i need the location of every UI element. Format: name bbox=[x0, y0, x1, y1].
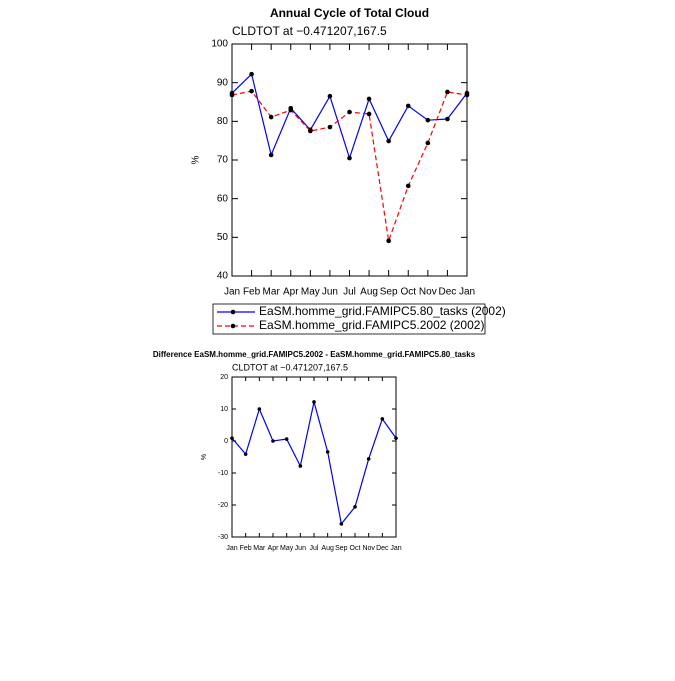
data-marker bbox=[405, 183, 411, 189]
data-marker bbox=[268, 152, 274, 158]
x-tick-label: Jul bbox=[310, 545, 319, 552]
x-tick-label: Dec bbox=[439, 287, 457, 298]
y-tick-label: -30 bbox=[218, 534, 228, 541]
x-tick-label: Nov bbox=[362, 545, 375, 552]
data-marker bbox=[445, 116, 450, 122]
y-tick-label: -10 bbox=[218, 470, 228, 477]
chart-subtitle: CLDTOT at −0.471207,167.5 bbox=[232, 24, 387, 38]
x-tick-label: Aug bbox=[321, 545, 334, 552]
y-tick-label: 40 bbox=[217, 271, 229, 282]
data-marker bbox=[327, 93, 333, 99]
data-marker bbox=[327, 124, 333, 130]
y-tick-label: 100 bbox=[211, 39, 228, 50]
x-tick-label: Jun bbox=[295, 545, 306, 552]
data-marker bbox=[298, 464, 303, 468]
x-tick-label: May bbox=[301, 287, 320, 298]
data-marker bbox=[386, 138, 391, 144]
plot-frame bbox=[231, 376, 397, 538]
data-marker bbox=[308, 128, 313, 134]
data-marker bbox=[425, 117, 431, 123]
x-tick-label: Apr bbox=[268, 545, 280, 552]
plot-frame bbox=[231, 43, 468, 277]
legend-label: EaSM.homme_grid.FAMIPC5.80_tasks (2002) bbox=[259, 304, 506, 318]
data-line bbox=[231, 72, 468, 161]
x-tick-label: May bbox=[280, 545, 294, 552]
data-marker bbox=[353, 505, 357, 509]
y-tick-label: 0 bbox=[224, 438, 228, 445]
chart-title: Difference EaSM.homme_grid.FAMIPC5.2002 … bbox=[153, 350, 476, 359]
y-tick-label: 50 bbox=[217, 232, 229, 243]
data-marker bbox=[249, 88, 254, 94]
data-marker bbox=[386, 238, 391, 244]
data-marker bbox=[380, 417, 385, 421]
y-tick-label: 60 bbox=[217, 193, 229, 204]
x-tick-label: Dec bbox=[376, 545, 389, 552]
data-marker bbox=[257, 407, 262, 411]
x-tick-label: Oct bbox=[350, 545, 361, 552]
x-tick-label: Oct bbox=[400, 287, 416, 298]
legend-marker bbox=[230, 309, 236, 315]
x-tick-label: Mar bbox=[253, 545, 266, 552]
data-marker bbox=[347, 155, 352, 161]
x-tick-label: Feb bbox=[240, 545, 252, 552]
x-tick-label: Jan bbox=[226, 545, 237, 552]
y-tick-label: 20 bbox=[220, 374, 228, 381]
data-marker bbox=[366, 111, 372, 117]
y-tick-label: -20 bbox=[218, 502, 228, 509]
data-marker bbox=[347, 109, 352, 115]
chart-title: Annual Cycle of Total Cloud bbox=[270, 6, 429, 20]
data-marker bbox=[445, 89, 450, 95]
y-tick-label: 70 bbox=[217, 155, 229, 166]
x-tick-label: Nov bbox=[419, 287, 437, 298]
data-marker bbox=[249, 71, 254, 77]
x-tick-label: Jan bbox=[390, 545, 401, 552]
data-marker bbox=[405, 103, 411, 109]
x-tick-label: Feb bbox=[243, 287, 261, 298]
data-marker bbox=[366, 96, 372, 102]
data-marker bbox=[425, 140, 431, 146]
x-tick-label: Aug bbox=[360, 287, 378, 298]
x-tick-label: Apr bbox=[283, 287, 299, 298]
y-tick-label: 90 bbox=[217, 77, 229, 88]
x-tick-label: Jun bbox=[322, 287, 338, 298]
y-axis-label: % bbox=[201, 454, 208, 460]
data-line bbox=[231, 401, 397, 526]
data-marker bbox=[325, 450, 330, 454]
y-tick-label: 10 bbox=[220, 406, 228, 413]
x-tick-label: Jan bbox=[459, 287, 475, 298]
data-marker bbox=[339, 522, 344, 526]
data-marker bbox=[366, 457, 371, 461]
legend-marker bbox=[230, 323, 236, 329]
data-marker bbox=[288, 107, 294, 113]
x-tick-label: Jan bbox=[224, 287, 240, 298]
x-tick-label: Sep bbox=[335, 545, 348, 552]
x-tick-label: Mar bbox=[263, 287, 281, 298]
chart-subtitle: CLDTOT at −0.471207,167.5 bbox=[232, 362, 348, 372]
data-marker bbox=[271, 439, 275, 443]
data-marker bbox=[284, 437, 289, 441]
legend-label: EaSM.homme_grid.FAMIPC5.2002 (2002) bbox=[259, 318, 484, 332]
data-marker bbox=[312, 400, 316, 404]
data-marker bbox=[268, 114, 274, 120]
x-tick-label: Sep bbox=[380, 287, 398, 298]
data-marker bbox=[243, 452, 248, 456]
y-axis-label: % bbox=[191, 155, 202, 164]
y-tick-label: 80 bbox=[217, 116, 229, 127]
x-tick-label: Jul bbox=[343, 287, 356, 298]
legend-box bbox=[212, 303, 486, 335]
